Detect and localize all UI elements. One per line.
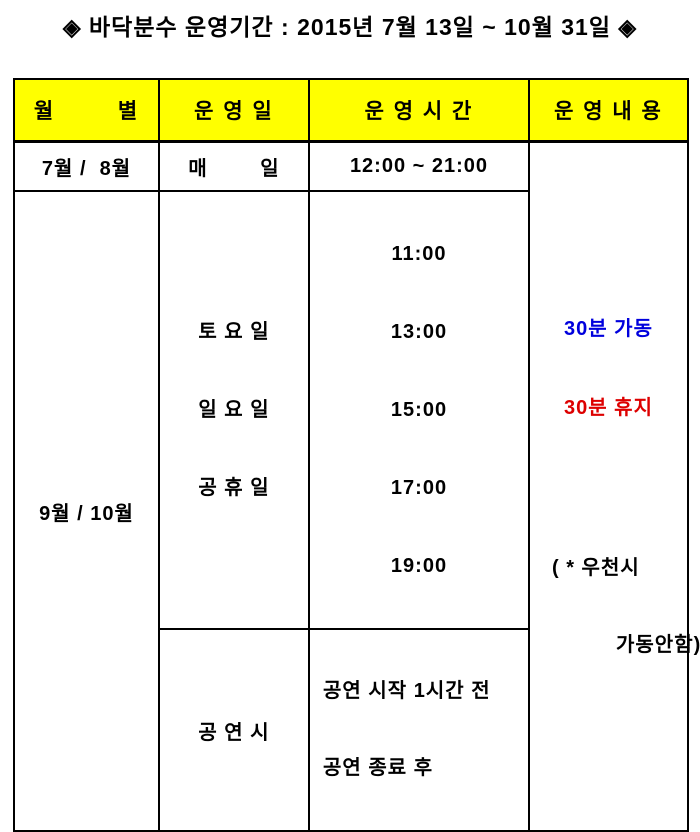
cell-days-everyday: 매 일 <box>158 140 310 192</box>
header-cell-hours: 운 영 시 간 <box>308 78 530 143</box>
header-cell-content: 운 영 내 용 <box>528 78 689 143</box>
weekend-day-item: 공 휴 일 <box>198 477 270 499</box>
row-jul-aug: 7월 / 8월 매 일 12:00 ~ 21:00 30분 가동 30분 휴지 … <box>13 140 700 832</box>
weekend-hour-item: 13:00 <box>390 321 448 343</box>
cell-month-sep-oct: 9월 / 10월 <box>13 190 160 832</box>
rest-duration-label: 30분 휴지 <box>563 396 653 419</box>
cell-operation-content: 30분 가동 30분 휴지 ( * 우천시 가동안함) <box>528 140 700 832</box>
weekend-hour-item: 19:00 <box>390 555 448 577</box>
fountain-schedule-table: 월 별 운 영 일 운 영 시 간 운 영 내 용 7월 / 8월 매 일 12… <box>13 78 700 832</box>
page-title: ◈ 바닥분수 운영기간 : 2015년 7월 13일 ~ 10월 31일 ◈ <box>62 14 638 40</box>
weekend-hour-item: 11:00 <box>391 243 447 265</box>
weekend-hour-item: 15:00 <box>390 399 448 421</box>
cell-hours-performance: 공연 시작 1시간 전 공연 종료 후 <box>308 628 530 832</box>
performance-hour-item: 공연 시작 1시간 전 <box>323 680 491 702</box>
weekend-day-item: 토 요 일 <box>198 321 270 343</box>
rain-note: ( * 우천시 가동안함) <box>530 507 700 707</box>
cell-days-weekend: 토 요 일 일 요 일 공 휴 일 <box>158 190 310 630</box>
operation-content-block: 30분 가동 30분 휴지 ( * 우천시 가동안함) <box>530 189 700 753</box>
cell-month-jul-aug: 7월 / 8월 <box>13 140 160 192</box>
cell-hours-weekend: 11:00 13:00 15:00 17:00 19:00 <box>308 190 530 630</box>
weekend-hour-item: 17:00 <box>390 477 448 499</box>
cell-hours-jul-aug: 12:00 ~ 21:00 <box>308 140 530 192</box>
rain-note-line2: 가동안함) <box>616 633 700 656</box>
header-row: 월 별 운 영 일 운 영 시 간 운 영 내 용 <box>13 78 689 143</box>
performance-hour-item: 공연 종료 후 <box>323 757 434 779</box>
header-cell-days: 운 영 일 <box>158 78 310 143</box>
header-cell-month: 월 별 <box>13 78 160 143</box>
weekend-day-item: 일 요 일 <box>198 399 270 421</box>
cell-days-performance: 공 연 시 <box>158 628 310 832</box>
run-duration-label: 30분 가동 <box>563 317 653 340</box>
rain-note-line1: ( * 우천시 <box>552 556 640 579</box>
